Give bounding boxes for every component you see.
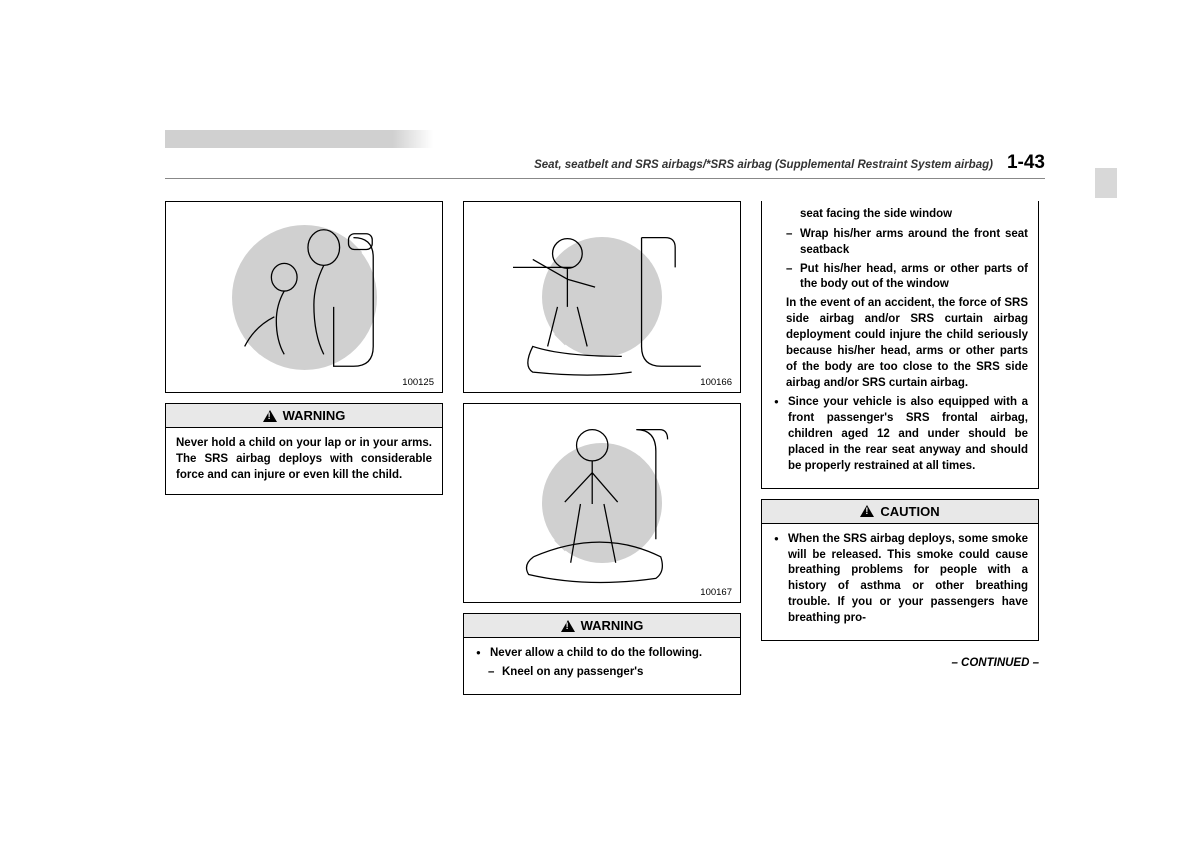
continued-marker: – CONTINUED –	[761, 657, 1039, 669]
warning-box-2: WARNING Never allow a child to do the fo…	[463, 613, 741, 695]
warning-header: WARNING	[166, 404, 442, 428]
caution-header: CAUTION	[762, 500, 1038, 524]
para-accident: In the event of an accident, the force o…	[772, 296, 1028, 391]
content-columns: 100125 WARNING Never hold a child on you…	[165, 201, 1045, 695]
warning-triangle-icon	[860, 505, 874, 517]
warning-triangle-icon	[263, 410, 277, 422]
figure-child-on-lap: 100125	[165, 201, 443, 393]
manual-page: Seat, seatbelt and SRS airbags/*SRS airb…	[165, 130, 1045, 695]
warning-label: WARNING	[581, 618, 644, 633]
illustration-lap	[172, 208, 436, 386]
illustration-standing	[470, 410, 734, 596]
caution-text: When the SRS airbag deploys, some smoke …	[774, 532, 1028, 627]
column-3: seat facing the side window Wrap his/her…	[761, 201, 1039, 695]
warning-triangle-icon	[561, 620, 575, 632]
caution-box: CAUTION When the SRS airbag deploys, som…	[761, 499, 1039, 641]
caution-body: When the SRS airbag deploys, some smoke …	[762, 524, 1038, 640]
warning2-lead: Never allow a child to do the following.	[476, 646, 730, 662]
sub3: Put his/her head, arms or other parts of…	[786, 262, 1028, 294]
sub2: Wrap his/her arms around the front seat …	[786, 227, 1028, 259]
bullet-vehicle-equipped: Since your vehicle is also equipped with…	[774, 395, 1028, 474]
figure-child-standing: 100167	[463, 403, 741, 603]
thumb-tab	[1095, 168, 1117, 198]
column-2: 100166 100167 WARNING	[463, 201, 741, 695]
caution-label: CAUTION	[880, 504, 939, 519]
page-number: 1-43	[1007, 152, 1045, 174]
figure-child-kneeling: 100166	[463, 201, 741, 393]
warning-continuation-box: seat facing the side window Wrap his/her…	[761, 201, 1039, 489]
warning-body: Never allow a child to do the following.…	[464, 638, 740, 694]
warning-header: WARNING	[464, 614, 740, 638]
breadcrumb: Seat, seatbelt and SRS airbags/*SRS airb…	[534, 159, 993, 171]
header-gradient-bar	[165, 130, 433, 148]
illustration-kneeling	[470, 208, 734, 386]
page-header: Seat, seatbelt and SRS airbags/*SRS airb…	[165, 152, 1045, 179]
column-1: 100125 WARNING Never hold a child on you…	[165, 201, 443, 695]
cont-line: seat facing the side window	[772, 207, 1028, 223]
warning-body: Never hold a child on your lap or in you…	[166, 428, 442, 494]
warning2-sub1: Kneel on any passenger's	[488, 665, 730, 681]
warning-label: WARNING	[283, 408, 346, 423]
warning-box-1: WARNING Never hold a child on your lap o…	[165, 403, 443, 495]
